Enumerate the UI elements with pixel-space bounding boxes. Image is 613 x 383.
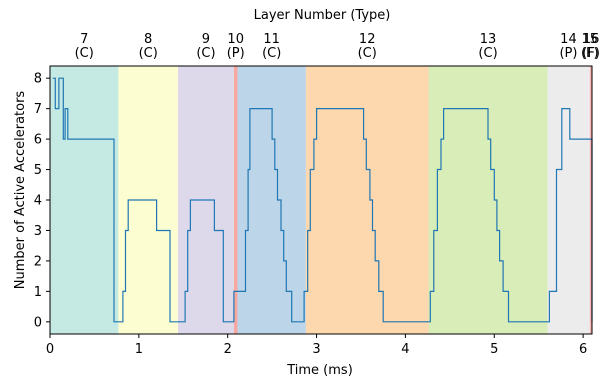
- y-tick-label: 8: [34, 72, 42, 87]
- layer-type-label-13: (C): [478, 46, 497, 61]
- y-axis-label: Number of Active Accelerators: [13, 91, 28, 290]
- y-tick-label: 0: [34, 315, 42, 330]
- layer-number-label-13: 13: [480, 32, 497, 47]
- y-tick-label: 2: [34, 254, 42, 269]
- layer-type-label-8: (C): [139, 46, 158, 61]
- y-tick-label: 5: [34, 163, 42, 178]
- x-tick-label: 6: [579, 342, 587, 357]
- activity-series-line-0: [52, 77, 593, 323]
- y-tick-label: 6: [34, 133, 42, 148]
- layer-type-label-15: (F): [581, 46, 599, 61]
- layer-type-label-9: (C): [196, 46, 215, 61]
- activity-line-layer: [52, 77, 593, 323]
- layer-type-label-16: (F): [582, 46, 600, 61]
- layer-number-label-15: 15: [582, 32, 599, 47]
- layer-band-15: [589, 66, 591, 334]
- layer-type-label-14: (P): [559, 46, 577, 61]
- y-axis-ticks: 0 1 2 3 4 5 6 7 8: [34, 72, 50, 330]
- layer-band-10: [233, 66, 238, 334]
- layer-type-label-10: (P): [227, 46, 245, 61]
- layer-type-label-12: (C): [358, 46, 377, 61]
- layer-band-7: [50, 66, 119, 334]
- x-axis-ticks: 0 1 2 3 4 5 6: [46, 334, 587, 357]
- layer-number-label-12: 12: [359, 32, 376, 47]
- layer-band-16: [590, 66, 592, 334]
- x-tick-label: 5: [490, 342, 498, 357]
- layer-band-13: [428, 66, 548, 334]
- x-tick-label: 3: [312, 342, 320, 357]
- y-tick-label: 3: [34, 224, 42, 239]
- layer-band-12: [305, 66, 429, 334]
- x-tick-label: 0: [46, 342, 54, 357]
- layer-number-label-11: 11: [263, 32, 280, 47]
- layer-number-label-10: 10: [227, 32, 244, 47]
- layer-type-label-11: (C): [262, 46, 281, 61]
- x-tick-label: 2: [224, 342, 232, 357]
- layer-number-label-16: 16: [583, 32, 600, 47]
- layer-number-label-7: 7: [80, 32, 88, 47]
- x-tick-label: 4: [401, 342, 409, 357]
- x-axis-label: Time (ms): [286, 363, 353, 378]
- layer-number-label-14: 14: [560, 32, 577, 47]
- y-tick-label: 4: [34, 194, 42, 209]
- layer-number-label-9: 9: [202, 32, 210, 47]
- top-axis-label: Layer Number (Type): [254, 8, 391, 23]
- y-tick-label: 1: [34, 285, 42, 300]
- y-tick-label: 7: [34, 102, 42, 117]
- layer-type-label-7: (C): [75, 46, 94, 61]
- x-tick-label: 1: [135, 342, 143, 357]
- layer-number-label-8: 8: [144, 32, 152, 47]
- layer-labels: 7(C)8(C)9(C)10(P)11(C)12(C)13(C)14(P)15(…: [75, 32, 600, 61]
- layer-band-14: [547, 66, 590, 334]
